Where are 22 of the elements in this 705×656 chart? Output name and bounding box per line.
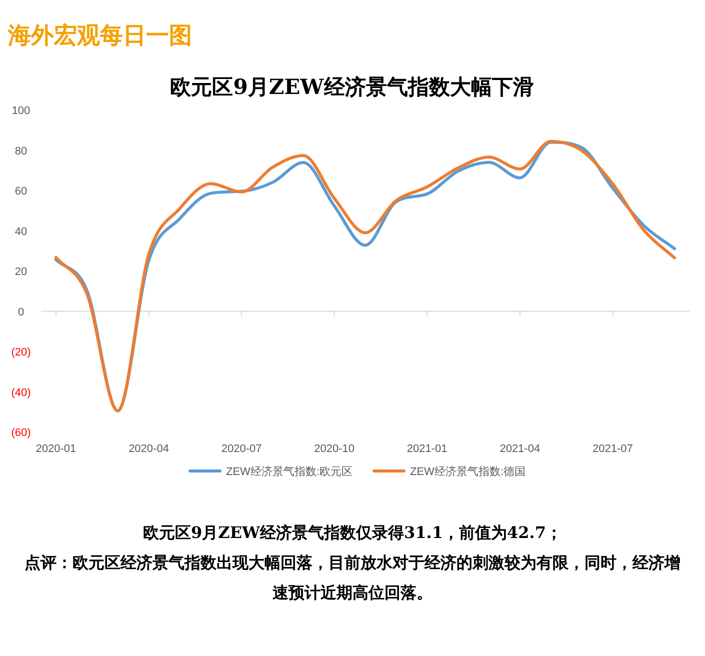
y-tick-label: 60 [14,186,28,198]
x-tick-label: 2020-01 [36,443,76,455]
annotation: 点评：欧元区经济景气指数出现大幅回落，目前放水对于经济的刺激较为有限，同时，经济增速预计近期高位回落。 [24,552,682,604]
y-tick-label: (20) [11,346,31,358]
y-tick-label: 0 [18,306,24,318]
annotation: 海外宏观每日一图 [8,21,192,51]
x-tick-label: 2021-04 [500,443,540,455]
x-tick-label: 2021-07 [592,443,633,455]
legend-label: ZEW经济景气指数:欧元区 [226,465,352,478]
y-tick-label: 40 [14,226,28,238]
x-tick-label: 2020-04 [128,443,169,455]
y-tick-label: 100 [12,105,30,117]
y-tick-label: (60) [11,427,31,439]
x-tick-label: 2020-07 [221,443,262,455]
y-tick-label: 20 [14,266,28,278]
y-tick-label: 80 [14,145,28,158]
x-tick-label: 2021-01 [406,443,448,455]
x-tick-label: 2020-10 [314,443,355,455]
chart-title: 欧元区9月ZEW经济景气指数大幅下滑 [170,74,534,99]
legend-label: ZEW经济景气指数:德国 [410,465,526,478]
y-tick-label: (40) [11,386,31,399]
annotation: 欧元区9月ZEW经济景气指数仅录得31.1，前值为42.7； [142,522,563,544]
